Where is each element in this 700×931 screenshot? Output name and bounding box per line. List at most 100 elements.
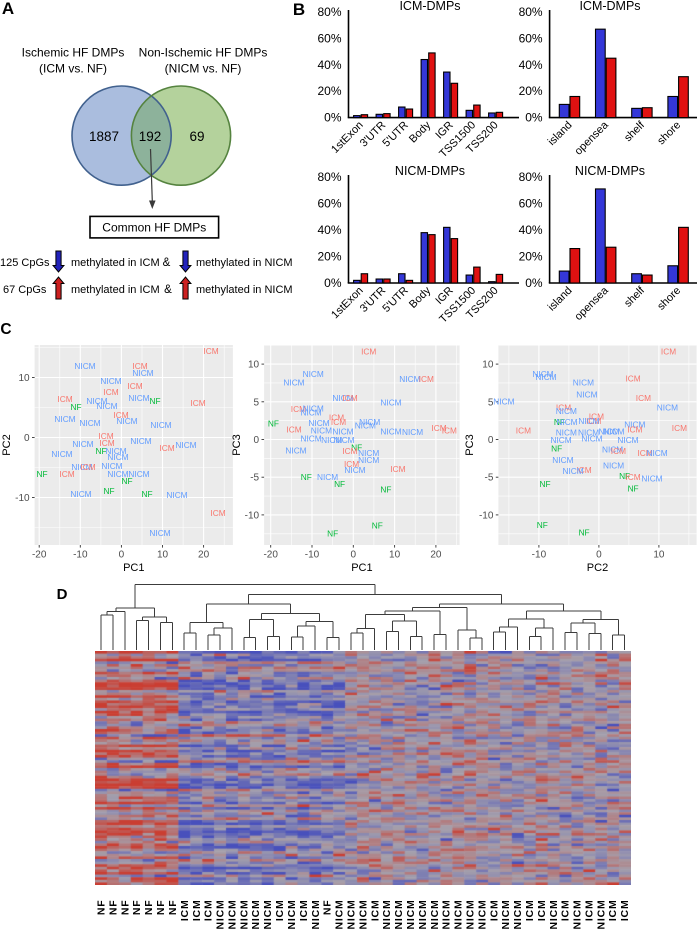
- svg-text:NICM: NICM: [380, 426, 401, 436]
- svg-text:1887: 1887: [89, 129, 119, 144]
- svg-text:NF: NF: [167, 900, 179, 916]
- svg-text:(NICM vs. NF): (NICM vs. NF): [165, 62, 242, 76]
- svg-text:NICM: NICM: [344, 465, 365, 475]
- svg-text:NICM: NICM: [535, 372, 556, 382]
- svg-text:ICM: ICM: [329, 413, 344, 423]
- svg-text:Body: Body: [407, 119, 434, 146]
- svg-text:ICM: ICM: [627, 425, 642, 435]
- svg-text:60%: 60%: [317, 197, 341, 211]
- svg-text:Body: Body: [407, 284, 434, 311]
- svg-text:ICM: ICM: [584, 900, 596, 922]
- svg-text:ICM: ICM: [556, 402, 571, 412]
- svg-text:NICM: NICM: [101, 461, 122, 471]
- svg-text:ICM: ICM: [203, 346, 218, 356]
- svg-text:ICM: ICM: [589, 412, 604, 422]
- svg-text:-5: -5: [484, 473, 493, 484]
- svg-text:ICM-DMPs: ICM-DMPs: [579, 0, 640, 13]
- svg-text:Non-Ischemic HF DMPs: Non-Ischemic HF DMPs: [139, 46, 268, 60]
- svg-text:&: &: [164, 284, 172, 296]
- svg-text:NF: NF: [334, 479, 345, 489]
- svg-text:ICM: ICM: [611, 446, 626, 456]
- svg-text:0%: 0%: [525, 276, 543, 290]
- svg-text:NICM: NICM: [603, 461, 624, 471]
- svg-text:NICM: NICM: [283, 377, 304, 387]
- svg-text:NF: NF: [327, 528, 338, 538]
- svg-text:NICM: NICM: [578, 416, 599, 426]
- svg-text:67 CpGs: 67 CpGs: [3, 284, 47, 296]
- svg-text:ICM-DMPs: ICM-DMPs: [399, 0, 460, 13]
- svg-text:NICM: NICM: [417, 900, 429, 930]
- svg-text:NICM: NICM: [332, 426, 353, 436]
- svg-text:NICM: NICM: [358, 455, 379, 465]
- svg-text:NF: NF: [141, 489, 152, 499]
- svg-text:NICM: NICM: [476, 900, 488, 930]
- svg-text:NICM: NICM: [550, 435, 571, 445]
- svg-text:NF: NF: [372, 521, 383, 531]
- svg-text:ICM: ICM: [286, 425, 301, 435]
- svg-text:NICM: NICM: [453, 900, 465, 930]
- svg-text:&: &: [163, 257, 171, 269]
- svg-text:-10: -10: [15, 493, 30, 504]
- svg-text:opensea: opensea: [572, 284, 611, 323]
- svg-text:ICM: ICM: [99, 438, 114, 448]
- svg-text:NICM: NICM: [107, 469, 128, 479]
- svg-text:60%: 60%: [519, 197, 543, 211]
- svg-text:NF: NF: [537, 520, 548, 530]
- svg-text:NF: NF: [619, 471, 630, 481]
- svg-text:shore: shore: [655, 285, 683, 313]
- svg-text:20: 20: [198, 550, 210, 561]
- svg-text:-10: -10: [245, 510, 260, 521]
- svg-text:ICM: ICM: [661, 347, 676, 357]
- svg-text:shelf: shelf: [622, 119, 648, 145]
- svg-text:NICM: NICM: [493, 397, 514, 407]
- svg-text:NICM: NICM: [393, 900, 405, 930]
- svg-text:NICM: NICM: [128, 393, 149, 403]
- svg-text:ICM: ICM: [191, 900, 203, 922]
- svg-text:NICM: NICM: [70, 489, 91, 499]
- svg-text:NICM: NICM: [334, 900, 346, 930]
- svg-text:20: 20: [430, 550, 442, 561]
- svg-text:NICM: NICM: [100, 376, 121, 386]
- svg-text:10: 10: [389, 550, 401, 561]
- svg-text:NF: NF: [36, 469, 47, 479]
- svg-text:5: 5: [254, 397, 260, 408]
- svg-text:ICM: ICM: [636, 393, 651, 403]
- svg-text:B: B: [293, 0, 305, 19]
- svg-text:ICM: ICM: [59, 469, 74, 479]
- svg-text:0: 0: [119, 550, 125, 561]
- svg-text:NF: NF: [131, 900, 143, 916]
- svg-text:D: D: [57, 586, 68, 603]
- svg-text:125 CpGs: 125 CpGs: [0, 257, 50, 269]
- svg-text:NICM: NICM: [74, 361, 95, 371]
- svg-text:ICM: ICM: [210, 508, 225, 518]
- svg-text:PC1: PC1: [351, 562, 372, 574]
- svg-text:5'UTR: 5'UTR: [380, 285, 410, 315]
- svg-text:0%: 0%: [324, 111, 342, 125]
- svg-text:NICM: NICM: [285, 445, 306, 455]
- svg-text:NICM: NICM: [500, 900, 512, 930]
- svg-text:NICM: NICM: [54, 414, 75, 424]
- svg-text:ICM: ICM: [625, 373, 640, 383]
- svg-text:NF: NF: [103, 486, 114, 496]
- svg-text:NICM: NICM: [308, 418, 329, 428]
- svg-text:NICM: NICM: [598, 426, 619, 436]
- svg-text:ICM: ICM: [344, 459, 359, 469]
- svg-text:ICM: ICM: [619, 900, 631, 922]
- svg-text:5'UTR: 5'UTR: [380, 119, 410, 149]
- svg-text:NICM: NICM: [262, 900, 274, 930]
- svg-text:ICM: ICM: [431, 423, 446, 433]
- svg-text:NICM: NICM: [624, 420, 645, 430]
- svg-text:NICM: NICM: [595, 900, 607, 930]
- svg-text:PC2: PC2: [587, 562, 608, 574]
- svg-text:NICM: NICM: [303, 404, 324, 414]
- svg-text:40%: 40%: [519, 223, 543, 237]
- svg-text:NICM: NICM: [573, 378, 594, 388]
- svg-text:NICM: NICM: [215, 900, 227, 930]
- svg-text:ICM: ICM: [488, 900, 500, 922]
- svg-text:NICM: NICM: [310, 900, 322, 930]
- svg-text:80%: 80%: [519, 170, 543, 184]
- svg-text:PC1: PC1: [123, 562, 144, 574]
- svg-text:NF: NF: [143, 900, 155, 916]
- svg-text:ICM: ICM: [536, 900, 548, 922]
- svg-text:NICM: NICM: [399, 374, 420, 384]
